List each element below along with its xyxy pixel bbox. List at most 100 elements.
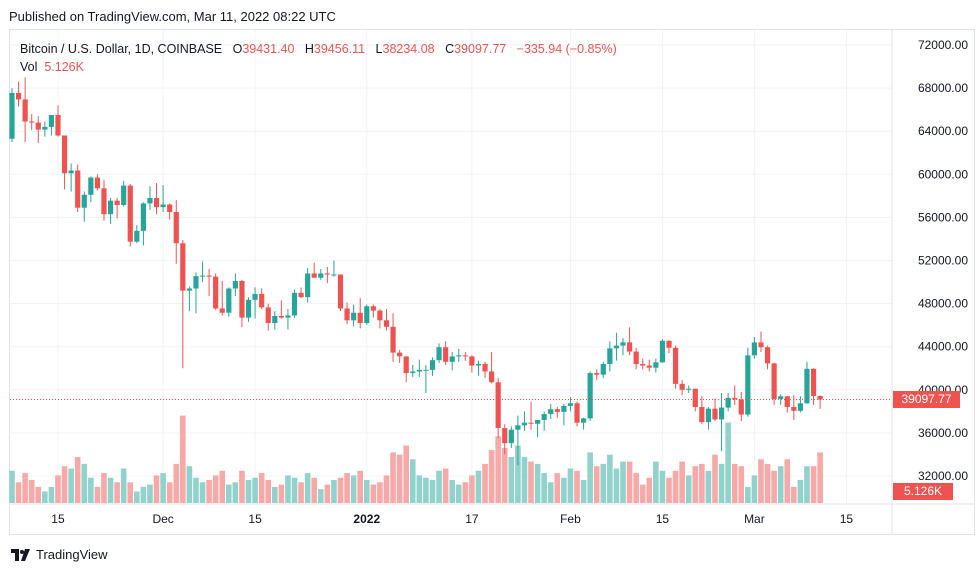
candle-body — [640, 363, 646, 366]
volume-bar — [403, 445, 409, 503]
candle-body — [521, 422, 528, 426]
volume-bar — [81, 463, 88, 503]
y-tick-label: 52000.00 — [918, 254, 968, 268]
volume-bar — [186, 466, 193, 503]
candle-body — [153, 198, 160, 208]
volume-bar — [337, 477, 344, 503]
volume-bar — [508, 457, 515, 503]
candle-body — [101, 188, 107, 215]
candle-body — [817, 395, 823, 400]
candle-body — [620, 342, 626, 346]
footer-brand[interactable]: TradingView — [11, 547, 108, 562]
volume-bar — [534, 463, 541, 503]
x-tick-label: 15 — [840, 512, 854, 526]
volume-bar — [278, 484, 285, 503]
candle-body — [672, 347, 679, 384]
candle-body — [626, 342, 633, 352]
candle-body — [561, 405, 567, 412]
volume-bar — [147, 484, 153, 503]
volume-bar — [469, 475, 475, 503]
candle-body — [351, 312, 357, 321]
y-tick-label: 56000.00 — [918, 210, 968, 224]
volume-bar — [607, 454, 613, 503]
volume-bar — [423, 477, 429, 503]
candle-body — [226, 288, 232, 313]
volume-bar — [357, 470, 364, 503]
candle-body — [370, 306, 376, 311]
candle-body — [449, 356, 455, 362]
candle-body — [193, 276, 199, 289]
volume-bar — [482, 463, 488, 503]
candle-body — [88, 177, 94, 195]
candle-body — [633, 351, 639, 364]
volume-bar — [409, 459, 416, 503]
volume-bar — [666, 477, 672, 503]
candle-body — [410, 371, 416, 374]
candle-body — [686, 388, 692, 390]
x-tick-label: Dec — [152, 512, 173, 526]
candle-body — [160, 204, 166, 208]
volume-bar — [206, 480, 212, 503]
volume-bar — [42, 491, 48, 503]
volume-bar — [574, 470, 580, 503]
x-tick-label: 2022 — [353, 512, 380, 526]
candle-body — [239, 280, 245, 318]
candle-body — [390, 326, 396, 353]
volume-bar — [626, 461, 633, 503]
last-volume-tag: 5.126K — [893, 483, 953, 500]
y-tick-label: 32000.00 — [918, 469, 968, 483]
ohlc-row: Bitcoin / U.S. Dollar, 1D, COINBASE O394… — [20, 40, 617, 58]
volume-bar — [600, 463, 607, 503]
candle-body — [55, 115, 61, 136]
volume-bar — [554, 473, 561, 503]
y-tick-label: 68000.00 — [918, 81, 968, 95]
candle-body — [107, 200, 114, 215]
candle-body — [416, 369, 422, 372]
volume-bar — [153, 475, 160, 503]
brand-name: TradingView — [36, 547, 108, 562]
candle-body — [252, 293, 258, 300]
volume-bar — [127, 482, 134, 503]
chart-legend: Bitcoin / U.S. Dollar, 1D, COINBASE O394… — [20, 40, 617, 76]
candle-body — [515, 425, 521, 430]
open-value: 39431.40 — [242, 42, 295, 56]
volume-bar — [55, 475, 61, 503]
volume-bar — [528, 461, 534, 503]
y-tick-label: 72000.00 — [918, 38, 968, 52]
candle-body — [718, 407, 725, 420]
volume-bar — [639, 484, 646, 503]
candle-body — [679, 383, 685, 390]
candle-body — [784, 396, 790, 408]
volume-bar — [731, 463, 738, 503]
candle-body — [423, 369, 429, 371]
volume-bar — [613, 468, 620, 503]
candle-body — [725, 397, 731, 408]
volume-bar — [416, 475, 423, 503]
volume-bar — [88, 477, 94, 503]
candle-body — [121, 185, 127, 206]
x-tick-label: 15 — [656, 512, 670, 526]
volume-bar — [74, 457, 81, 503]
candle-body — [738, 399, 744, 415]
volume-bar — [429, 480, 436, 503]
volume-bar — [35, 486, 42, 503]
candle-body — [278, 315, 284, 318]
chart-frame — [9, 29, 975, 535]
volume-bar — [68, 468, 74, 503]
candle-body — [580, 418, 587, 423]
volume-bar — [541, 473, 547, 503]
volume-bar — [462, 482, 469, 503]
symbol-title[interactable]: Bitcoin / U.S. Dollar, 1D, COINBASE — [20, 42, 223, 56]
x-tick-label: 15 — [248, 512, 262, 526]
volume-bar — [436, 470, 442, 503]
volume-bar — [317, 489, 324, 503]
volume-bar — [791, 486, 797, 503]
candle-body — [646, 365, 652, 368]
candle-body — [528, 422, 534, 424]
volume-bar — [804, 466, 810, 503]
candle-body — [291, 292, 298, 316]
candle-body — [311, 273, 317, 278]
candle-body — [469, 356, 475, 366]
candle-body — [495, 382, 501, 429]
